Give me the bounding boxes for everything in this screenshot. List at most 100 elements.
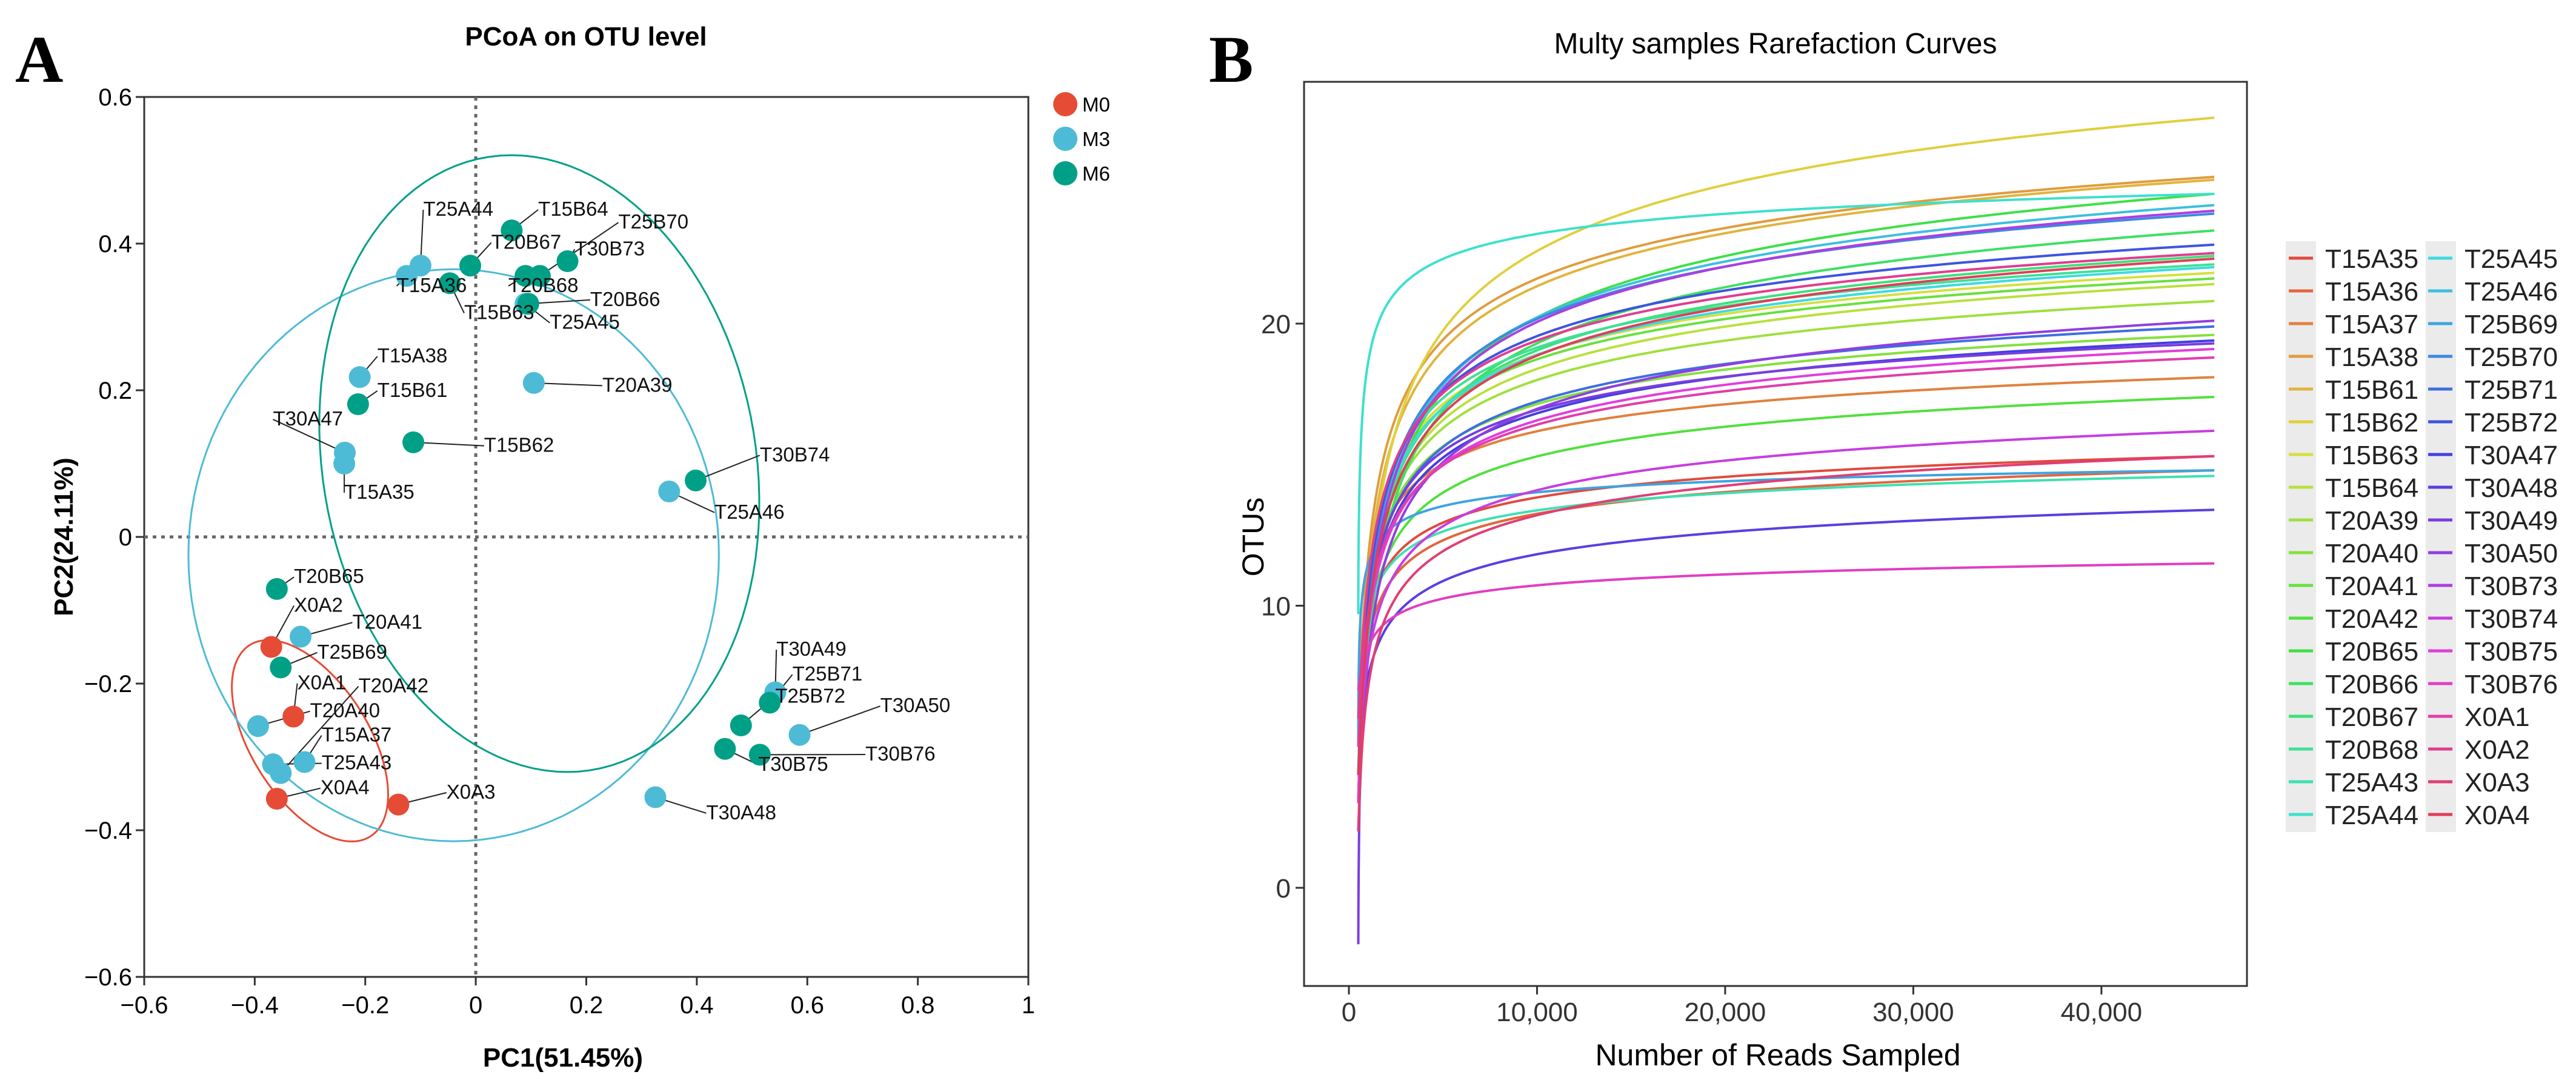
- rarefaction-curve-t30b74: [1357, 429, 2215, 775]
- pcoa-x-tick-label: 0.6: [790, 992, 824, 1019]
- data-point-t30b73: [556, 250, 579, 273]
- pcoa-x-tick-label: 1: [1022, 992, 1035, 1019]
- pcoa-x-tick-label: 0: [469, 992, 482, 1019]
- rarefaction-curve-t30a48: [1357, 508, 2215, 747]
- point-label: T15B63: [464, 301, 534, 324]
- data-point-t15b62: [402, 431, 425, 453]
- point-label: T15B64: [538, 198, 608, 220]
- data-point-t20b66: [517, 293, 539, 315]
- data-point-t15a36: [396, 265, 418, 287]
- point-label: T25A46: [714, 501, 785, 523]
- pcoa-y-tick-label: 0.2: [98, 378, 132, 404]
- legend-label: T30A48: [2465, 473, 2558, 503]
- point-label: X0A3: [447, 781, 496, 803]
- data-point-t30b75: [714, 738, 736, 760]
- pcoa-y-tick-label: −0.2: [84, 671, 132, 698]
- legend-label: T25B72: [2465, 408, 2558, 438]
- label-leader-line: [273, 419, 345, 453]
- data-point-t20a40: [247, 715, 269, 738]
- point-label: T15A38: [378, 344, 448, 367]
- legend-label: T30A49: [2465, 506, 2558, 536]
- data-point-t20a42: [270, 762, 292, 784]
- confidence-ellipse-m6: [318, 154, 760, 773]
- pcoa-x-tick-label: 0.4: [680, 992, 714, 1019]
- legend-label: T25A46: [2465, 277, 2558, 307]
- point-label: T20A41: [353, 610, 423, 633]
- rarefaction-curve-x0a2: [1357, 251, 2215, 719]
- legend-label: T30A50: [2465, 539, 2558, 568]
- legend-label: T25A45: [2465, 244, 2558, 274]
- pcoa-title: PCoA on OTU level: [465, 22, 707, 52]
- rarefaction-curve-t30a49: [1357, 342, 2215, 945]
- legend-key-background: [2426, 241, 2456, 832]
- rarefaction-title: Multy samples Rarefaction Curves: [1554, 28, 1997, 60]
- rarefaction-curve-t25a45: [1357, 265, 2215, 775]
- label-leader-line: [533, 382, 602, 387]
- data-point-t15b64: [501, 219, 523, 242]
- legend-label: T15B62: [2325, 408, 2418, 438]
- point-label: T15B62: [484, 434, 554, 456]
- rarefaction-x-tick-label: 0: [1342, 997, 1356, 1027]
- point-label: T25A43: [322, 751, 392, 774]
- legend-label: T20B68: [2325, 735, 2418, 765]
- label-leader-line: [280, 685, 359, 774]
- confidence-ellipse-m0: [231, 639, 390, 843]
- data-point-t15b61: [347, 393, 369, 415]
- data-point-t15a37: [293, 751, 316, 773]
- legend-marker-m0: [1053, 92, 1077, 116]
- data-point-x0a4: [265, 787, 288, 810]
- rarefaction-y-tick-label: 0: [1276, 874, 1291, 904]
- point-label: X0A4: [321, 776, 370, 799]
- legend-label: T15A37: [2325, 310, 2418, 339]
- rarefaction-curve-t15b63: [1357, 271, 2215, 747]
- legend-marker-m6: [1053, 161, 1077, 185]
- legend-label: T15B64: [2325, 473, 2418, 503]
- data-point-t15b63: [439, 272, 461, 295]
- rarefaction-curve-t15a38: [1357, 175, 2215, 719]
- data-point-t20a41: [290, 625, 312, 648]
- data-point-t25b71: [759, 691, 781, 714]
- rarefaction-x-tick-label: 30,000: [1872, 997, 1954, 1027]
- rarefaction-curve-t15a37: [1357, 376, 2215, 691]
- legend-label: T30B75: [2465, 637, 2558, 667]
- rarefaction-curve-x0a4: [1357, 257, 2215, 776]
- data-point-x0a2: [260, 636, 282, 658]
- panel-label-a: A: [15, 22, 63, 96]
- point-label: T20A42: [359, 674, 429, 697]
- data-point-t20b65: [265, 578, 288, 600]
- pcoa-x-tick-label: 0.2: [570, 992, 604, 1019]
- label-leader-line: [799, 705, 880, 736]
- data-point-t20a39: [522, 371, 545, 394]
- pcoa-y-tick-label: 0.4: [98, 231, 132, 258]
- point-label: T30B74: [760, 443, 830, 465]
- point-label: T30B76: [865, 742, 936, 765]
- data-point-x0a3: [387, 793, 410, 816]
- data-point-t30a50: [788, 724, 811, 746]
- legend-label: T20A40: [2325, 539, 2418, 568]
- legend-label: T20B65: [2325, 637, 2418, 667]
- rarefaction-curve-t25b69: [1357, 469, 2215, 747]
- panel-label-b: B: [1209, 22, 1253, 96]
- label-leader-line: [695, 455, 760, 481]
- rarefaction-curve-t25a43: [1357, 475, 2215, 719]
- rarefaction-y-label: OTUs: [1236, 498, 1270, 577]
- label-leader-line: [539, 222, 619, 277]
- data-point-t25b72: [730, 714, 752, 736]
- point-label: T30A47: [273, 407, 343, 430]
- legend-key-background: [2286, 241, 2316, 832]
- point-label: T30B75: [758, 753, 828, 775]
- point-label: T25B72: [775, 684, 845, 707]
- data-point-t30a48: [644, 786, 667, 808]
- legend-label: T30B73: [2465, 571, 2558, 601]
- rarefaction-y-tick-label: 10: [1261, 592, 1291, 622]
- legend-label: T20B66: [2325, 670, 2418, 699]
- legend-label: T25B71: [2465, 375, 2558, 405]
- rarefaction-plot-frame: [1303, 81, 2248, 987]
- rarefaction-x-tick-label: 20,000: [1685, 997, 1766, 1027]
- pcoa-x-tick-label: −0.4: [231, 992, 279, 1019]
- legend-label: M0: [1082, 93, 1110, 116]
- point-label: T30A49: [776, 638, 847, 660]
- rarefaction-curve-t25b72: [1357, 243, 2215, 775]
- legend-label: M3: [1082, 128, 1110, 150]
